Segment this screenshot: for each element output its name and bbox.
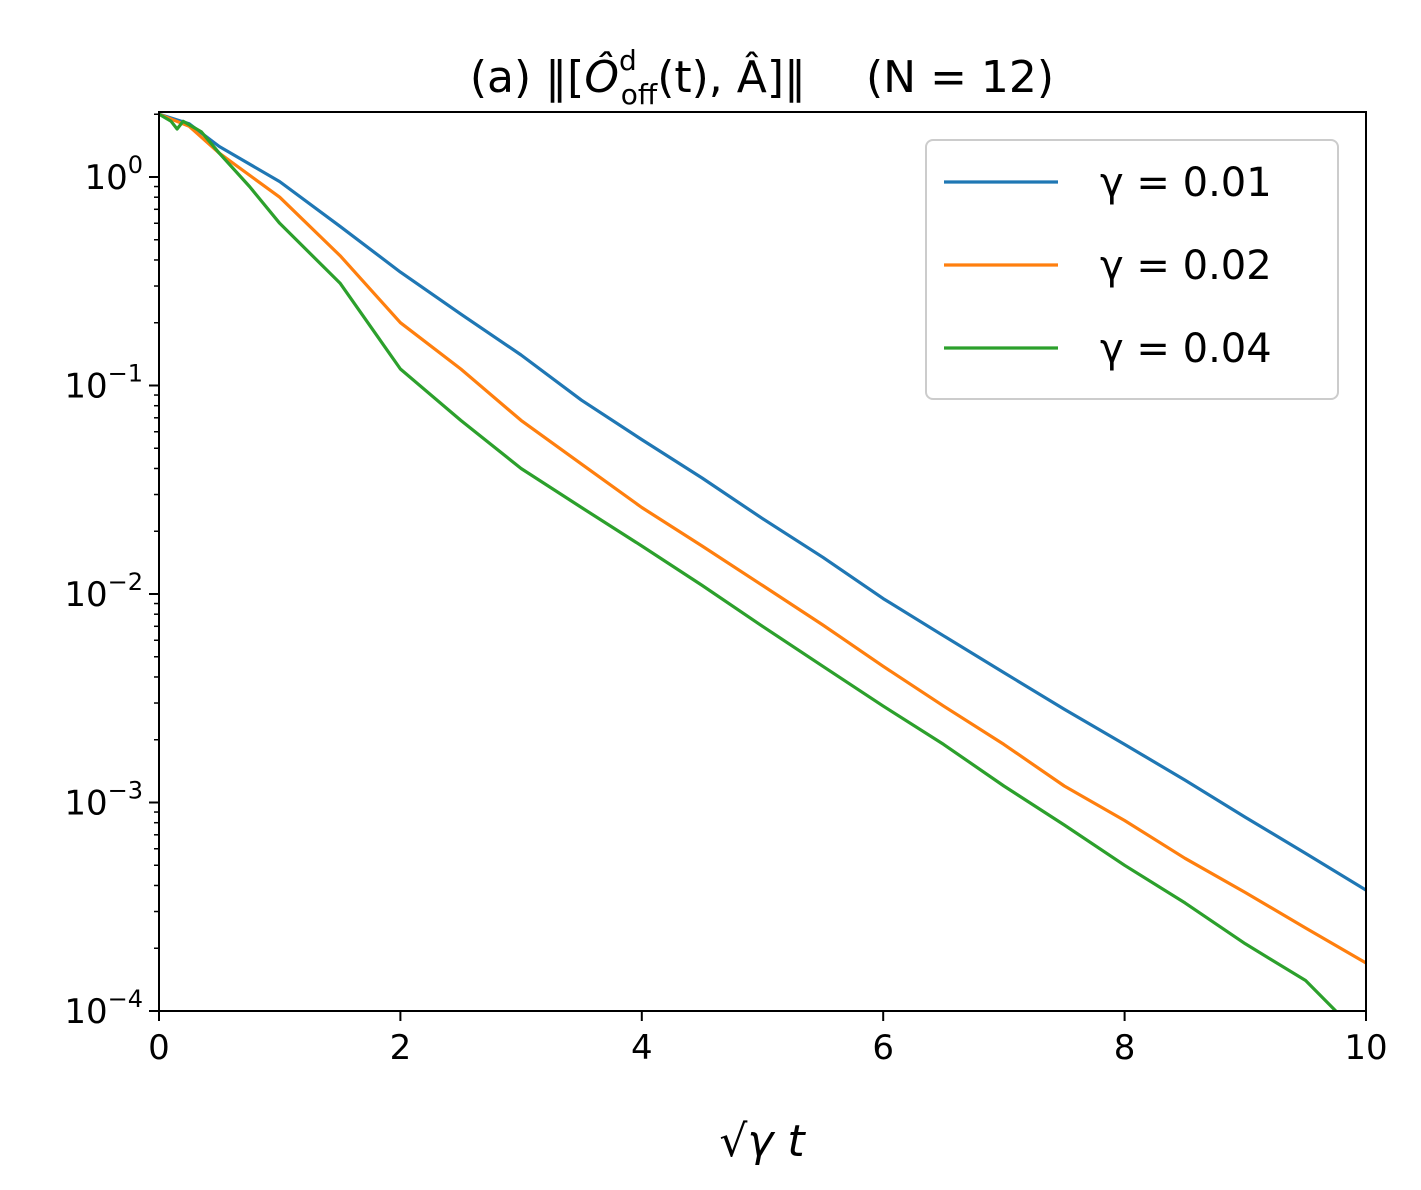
y-tick-label-3: 10−3 <box>64 777 143 824</box>
title-prefix: (a) ‖[ <box>470 52 584 103</box>
legend: γ = 0.01 γ = 0.02 γ = 0.04 <box>925 139 1339 400</box>
series-layer <box>159 112 1366 1011</box>
series-line-1 <box>159 112 1366 965</box>
title-subscript: off <box>621 78 658 111</box>
title-suffix: (N = 12) <box>866 52 1054 103</box>
series-line-0 <box>159 112 1366 892</box>
series-line-2 <box>159 112 1337 1011</box>
x-tick-label-4: 8 <box>1114 1028 1136 1068</box>
legend-label-2: γ = 0.04 <box>1100 326 1272 372</box>
x-tick-label-5: 10 <box>1344 1028 1387 1068</box>
x-axis-label: √γ t <box>719 1116 806 1167</box>
y-axis: 100 10−1 10−2 10−3 10−4 <box>64 151 159 1032</box>
y-tick-label-2: 10−2 <box>64 568 143 615</box>
legend-frame <box>925 139 1339 400</box>
legend-label-1: γ = 0.02 <box>1100 243 1272 289</box>
x-axis: 0 2 4 6 8 10 <box>148 1011 1388 1068</box>
y-tick-label-1: 10−1 <box>64 360 143 407</box>
x-tick-label-2: 4 <box>631 1028 653 1068</box>
x-tick-label-3: 6 <box>872 1028 894 1068</box>
x-tick-label-0: 0 <box>148 1028 170 1068</box>
plot-frame <box>158 111 1367 1012</box>
title-superscript: d <box>619 44 637 77</box>
title-middle: (t), Â]‖ <box>657 50 806 103</box>
title-operator: Ô <box>584 50 619 103</box>
y-tick-label-4: 10−4 <box>64 985 143 1032</box>
legend-label-0: γ = 0.01 <box>1100 160 1272 206</box>
x-tick-label-1: 2 <box>390 1028 412 1068</box>
chart-title: (a) ‖[Ôd off(t), Â]‖ (N = 12) <box>470 44 1054 111</box>
y-tick-label-0: 100 <box>84 151 143 198</box>
